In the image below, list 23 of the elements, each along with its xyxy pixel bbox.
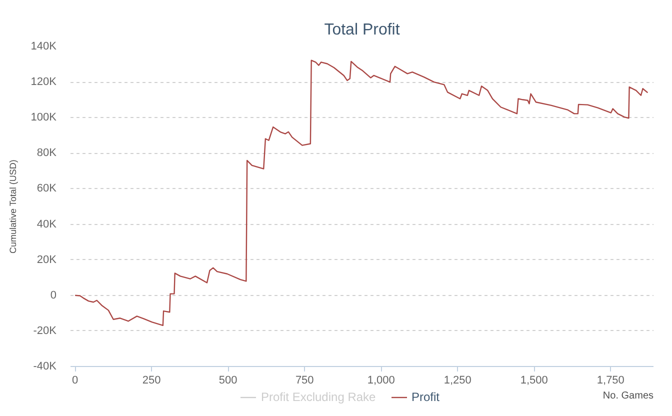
x-tick-label: 0 bbox=[72, 374, 78, 386]
y-tick-label: 40K bbox=[36, 218, 58, 230]
x-tick-label: 250 bbox=[142, 374, 161, 386]
y-tick-label: -40K bbox=[33, 360, 58, 372]
legend-label: Profit bbox=[412, 390, 440, 404]
x-tick-label: 750 bbox=[295, 374, 314, 386]
x-tick-label: 1,750 bbox=[596, 374, 624, 386]
line-series bbox=[74, 60, 648, 326]
y-axis-title: Cumulative Total (USD) bbox=[8, 160, 18, 254]
x-tick-label: 1,250 bbox=[444, 374, 472, 386]
y-tick-label: 100K bbox=[30, 112, 58, 124]
y-tick-label: 60K bbox=[36, 182, 58, 195]
y-tick-label: -20K bbox=[33, 324, 58, 337]
y-tick-label: 0 bbox=[50, 289, 57, 302]
y-tick-label: 80K bbox=[36, 147, 58, 160]
x-tick-label: 500 bbox=[218, 374, 238, 386]
x-axis-title: No. Games bbox=[602, 390, 654, 402]
x-tick-label: 1,000 bbox=[367, 374, 395, 386]
x-tick-label: 1,500 bbox=[520, 374, 548, 386]
y-tick-label: 140K bbox=[30, 40, 58, 52]
y-tick-label: 120K bbox=[30, 76, 58, 88]
chart-title: Total Profit bbox=[324, 22, 400, 38]
y-tick-label: 20K bbox=[36, 254, 58, 266]
